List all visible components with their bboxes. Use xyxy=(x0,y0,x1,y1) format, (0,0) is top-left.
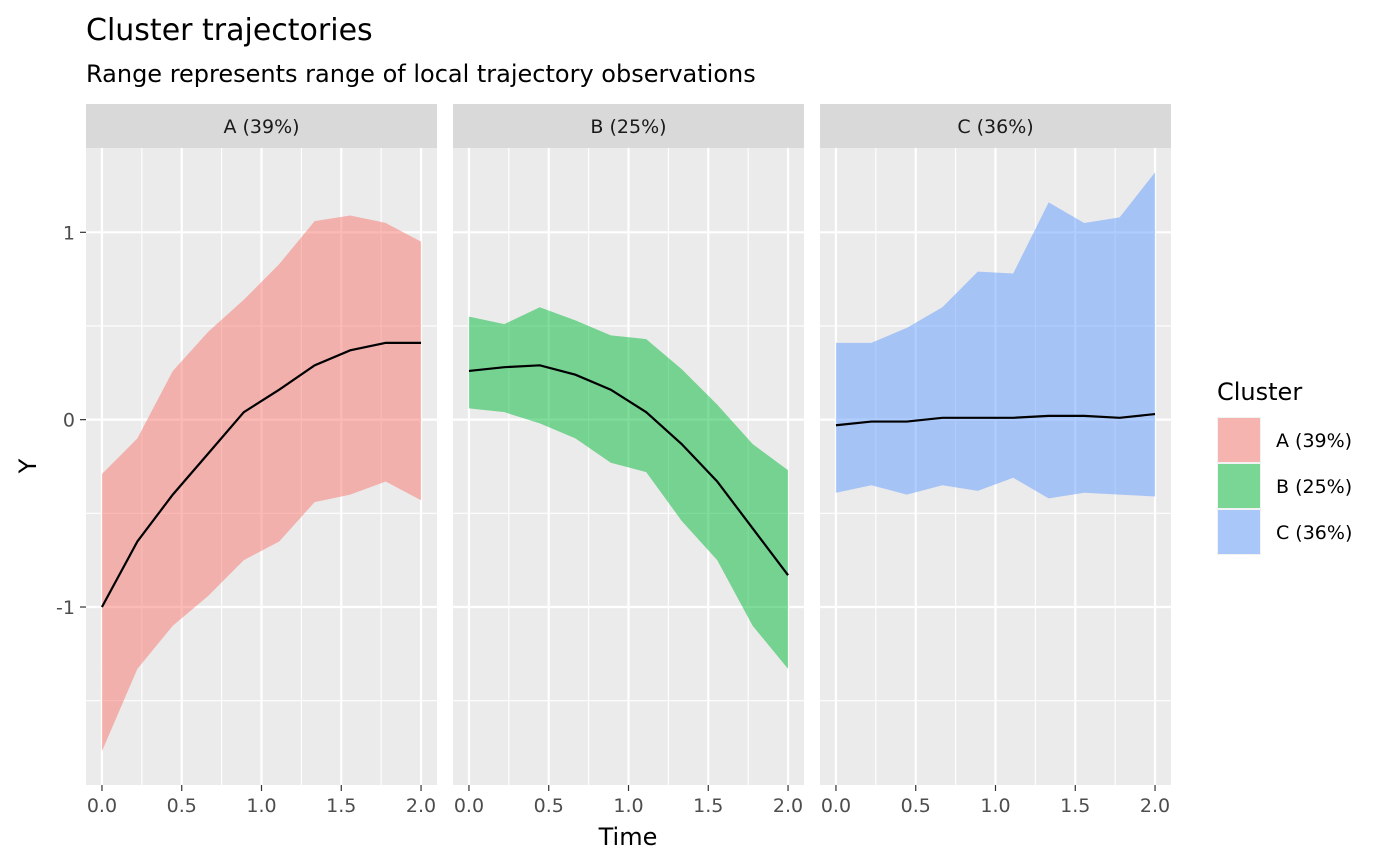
facet-strip-label: C (36%) xyxy=(957,116,1033,138)
facet-panels: A (39%) 0.0 0.5 1.0 1.5 2.0 B (25%) 0.0 0.5 1.0 1.… xyxy=(86,104,1171,817)
x-tick-label: 0.0 xyxy=(454,795,484,817)
chart-subtitle: Range represents range of local trajecto… xyxy=(86,60,756,88)
x-tick-label: 0.0 xyxy=(821,795,851,817)
range-ribbon xyxy=(468,307,789,669)
x-tick-label: 1.5 xyxy=(1060,795,1090,817)
x-tick-label: 0.5 xyxy=(901,795,931,817)
x-tick-label: 2.0 xyxy=(406,795,436,817)
legend-key-swatch xyxy=(1218,418,1260,462)
x-tick-label: 1.5 xyxy=(326,795,356,817)
x-axis-title: Time xyxy=(598,823,658,851)
chart-title: Cluster trajectories xyxy=(86,13,373,48)
mean-trajectory-line xyxy=(835,412,1156,427)
y-tick-label: 1 xyxy=(63,222,75,244)
y-axis: -1 0 1 xyxy=(56,222,86,619)
y-axis-title: Y xyxy=(14,458,42,474)
mean-trajectory-line xyxy=(468,364,789,576)
x-tick-label: 2.0 xyxy=(773,795,803,817)
legend-key-swatch xyxy=(1218,464,1260,508)
facet-strip xyxy=(453,104,804,148)
x-tick-label: 0.5 xyxy=(167,795,197,817)
facet-strip-label: B (25%) xyxy=(590,116,666,138)
facet-panel-2: B (25%) 0.0 0.5 1.0 1.5 2.0 xyxy=(453,104,804,817)
legend-label: B (25%) xyxy=(1276,476,1352,498)
facet-strip xyxy=(820,104,1171,148)
x-tick-label: 0.5 xyxy=(534,795,564,817)
legend-label: A (39%) xyxy=(1276,430,1352,452)
y-tick-label: -1 xyxy=(56,597,75,619)
x-tick-label: 1.5 xyxy=(693,795,723,817)
legend-key-swatch xyxy=(1218,510,1260,554)
mean-trajectory-line xyxy=(100,341,422,608)
x-tick-label: 1.0 xyxy=(246,795,276,817)
x-tick-label: 1.0 xyxy=(980,795,1010,817)
x-tick-label: 0.0 xyxy=(87,795,117,817)
facet-panel-1: A (39%) 0.0 0.5 1.0 1.5 2.0 xyxy=(86,104,437,817)
facet-strip xyxy=(86,104,437,148)
x-tick-label: 2.0 xyxy=(1140,795,1170,817)
legend-title: Cluster xyxy=(1217,378,1302,406)
facet-strip-label: A (39%) xyxy=(223,116,299,138)
x-tick-label: 1.0 xyxy=(613,795,643,817)
facet-panel-3: C (36%) 0.0 0.5 1.0 1.5 2.0 xyxy=(820,104,1171,817)
range-ribbon xyxy=(101,215,422,752)
legend: Cluster A (39%) B (25%) C (36%) xyxy=(1217,378,1352,555)
legend-label: C (36%) xyxy=(1276,522,1352,544)
y-tick-label: 0 xyxy=(63,410,75,432)
